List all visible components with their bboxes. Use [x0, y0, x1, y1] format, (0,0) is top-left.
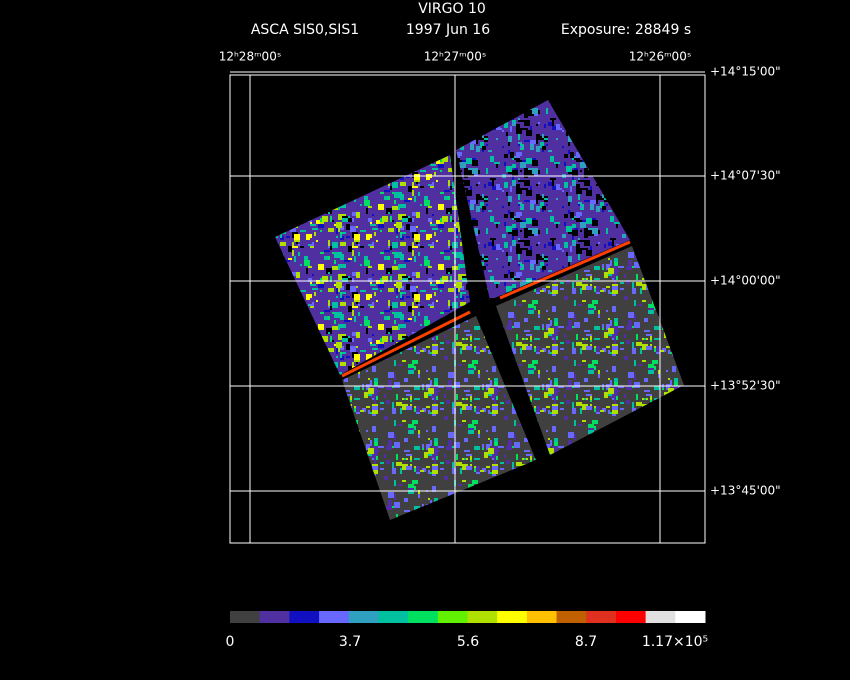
- colorbar-swatch: [408, 611, 439, 623]
- instrument: ASCA SIS0,SIS1: [251, 22, 359, 38]
- coordinate-grid: 12ʰ28ᵐ00ˢ 12ʰ27ᵐ00ˢ 12ʰ26ᵐ00ˢ +14°15'00" +14…: [219, 50, 781, 543]
- colorbar-label: 5.6: [457, 634, 479, 650]
- detector-region: [342, 316, 536, 520]
- chip-edge: [341, 310, 471, 378]
- colorbar-swatch: [378, 611, 409, 623]
- dec-label: +14°00'00": [710, 274, 781, 288]
- dec-label: +13°45'00": [710, 484, 781, 498]
- image: [275, 100, 684, 520]
- detector-region: [496, 246, 684, 455]
- colorbar-swatch: [230, 611, 261, 623]
- colorbar-label: 1.17×10⁵: [642, 634, 708, 650]
- colorbar-swatch: [586, 611, 617, 623]
- colorbar-label: 3.7: [339, 634, 361, 650]
- colorbar-swatch: [467, 611, 498, 623]
- colorbar-swatch: [615, 611, 647, 623]
- dec-label: +14°07'30": [710, 169, 781, 183]
- colorbar-swatch: [497, 611, 528, 623]
- colorbar-swatch: [319, 611, 350, 623]
- colorbar-swatch: [259, 611, 290, 623]
- date: 1997 Jun 16: [406, 22, 490, 38]
- ra-label: 12ʰ27ᵐ00ˢ: [424, 50, 487, 64]
- chip-edge: [499, 240, 631, 300]
- detector-region: [275, 155, 470, 375]
- ra-label: 12ʰ26ᵐ00ˢ: [629, 50, 692, 64]
- colorbar-swatch: [289, 611, 320, 623]
- ra-label: 12ʰ28ᵐ00ˢ: [219, 50, 282, 64]
- colorbar-swatch: [348, 611, 379, 623]
- colorbar-swatch: [526, 611, 558, 623]
- title: VIRGO 10: [418, 1, 486, 17]
- detector-region: [456, 100, 630, 300]
- colorbar: 0 3.7 5.6 8.7 1.17×10⁵: [226, 611, 708, 650]
- colorbar-label: 0: [226, 634, 235, 650]
- colorbar-label: 8.7: [575, 634, 597, 650]
- colorbar-swatch: [437, 611, 468, 623]
- exposure: Exposure: 28849 s: [561, 22, 691, 38]
- frame: [229, 74, 706, 544]
- colorbar-swatch: [675, 611, 706, 623]
- colorbar-swatch: [556, 611, 587, 623]
- colorbar-swatch: [645, 611, 676, 623]
- dec-label: +14°15'00": [710, 65, 781, 79]
- dec-label: +13°52'30": [710, 379, 781, 393]
